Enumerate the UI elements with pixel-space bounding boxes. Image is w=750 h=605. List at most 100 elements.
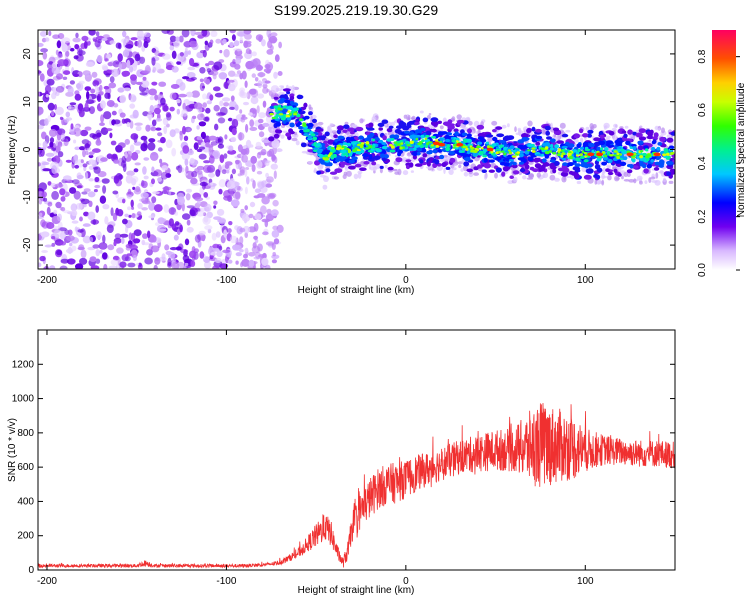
spectrogram-ridge-blob [596,157,602,162]
spectrogram-halo-blob [536,172,541,178]
spectrogram-noise-blob [116,209,124,217]
spectrogram-noise-blob [69,102,77,106]
spectrogram-noise-blob [79,257,88,265]
spectrogram-noise-blob [91,71,98,78]
spectrogram-noise-blob [111,110,117,116]
spectrogram-noise-blob [60,258,69,264]
spectrogram-noise-blob [194,102,203,110]
spectrogram-noise-blob [234,50,238,56]
spectrogram-noise-blob [230,136,237,143]
spectrogram-noise-blob [69,242,73,247]
spectrogram-halo-blob [650,176,656,180]
spectrogram-noise-blob [133,238,141,244]
spectrogram-halo-blob [379,168,383,174]
spectrogram-noise-blob [267,40,273,49]
spectrogram-ridge-blob [653,167,660,171]
spectrogram-halo-blob [369,166,376,171]
spectrogram-noise-blob [96,95,101,101]
spectrogram-noise-blob [206,100,212,105]
spectrogram-ridge-blob [535,141,541,146]
spectrogram-ridge-blob [399,146,403,150]
spectrogram-noise-blob [186,91,193,98]
spectrogram-halo-blob [624,160,631,165]
spectrogram-ridge-blob [281,108,288,113]
spectrogram-noise-blob [56,73,63,80]
spectrogram-noise-blob [190,177,198,185]
spectrogram-halo-blob [317,164,324,171]
spectrogram-noise-blob [253,222,259,232]
spectrogram-noise-blob [117,87,125,93]
spectrogram-noise-blob [133,168,139,173]
spectrogram-ridge-blob [500,150,505,153]
spectrogram-halo-blob [657,127,661,131]
spectrogram-ridge-blob [503,152,507,156]
spectrogram-ridge-blob [632,165,639,169]
spectrogram-ridge-blob [517,157,524,161]
spectrogram-halo-blob [402,170,409,176]
spectrogram-noise-blob [102,185,107,194]
spectrogram-ridge-blob [293,111,298,114]
spectrogram-ridge-blob [356,149,361,152]
spectrogram-ridge-blob [371,161,377,166]
spectrogram-noise-blob [110,140,117,146]
spectrogram-ridge-blob [666,171,671,176]
spectrogram-noise-blob [63,210,71,214]
spectrogram-noise-blob [110,259,118,266]
spectrogram-noise-blob [125,44,134,49]
spectrogram-ridge-blob [621,130,627,134]
spectrogram-noise-blob [142,166,147,175]
spectrogram-ridge-blob [518,161,525,165]
spectrogram-noise-blob [260,205,267,215]
spectrogram-noise-blob [244,248,249,253]
spectrogram-noise-blob [250,155,257,164]
spectrogram-noise-blob [169,106,175,112]
spectrogram-noise-blob [127,206,132,211]
colorbar: 0.0 0.2 0.4 0.6 0.8 Normalized spectral ampl… [697,30,747,277]
spectrogram-noise-blob [124,151,128,159]
spectrogram-noise-blob [224,134,228,140]
spectrogram-noise-blob [176,99,181,104]
spectrogram-ridge-blob [568,151,572,154]
spectrogram-noise-blob [149,151,159,161]
spectrogram-noise-blob [55,201,62,209]
spectrogram-peak-blob [626,152,634,157]
spectrogram-ridge-blob [606,140,613,145]
spectrogram-noise-blob [166,113,172,121]
spectrogram-noise-blob [49,141,54,148]
spectrogram-halo-blob [410,117,415,120]
spectrogram-noise-blob [94,85,99,93]
spectrogram-noise-blob [181,152,190,161]
spectrogram-ridge-blob [561,152,566,156]
spectrogram-ridge-blob [412,154,417,160]
snr-xtick-label: -100 [216,576,236,587]
spectrogram-ridge-blob [511,164,518,169]
spectrogram-noise-blob [205,107,211,114]
spectrogram-noise-blob [171,261,180,269]
spectrogram-noise-blob [84,86,92,91]
spectrogram-noise-blob [244,205,248,211]
spectrogram-noise-blob [263,68,272,73]
spectrogram-ridge-blob [476,124,485,130]
spectrogram-noise-blob [71,210,78,217]
spectrogram-noise-blob [129,120,134,129]
spectrogram-noise-blob [141,180,148,189]
spectrogram-noise-blob [148,215,155,219]
spectrogram-ridge-blob [616,152,620,155]
spectrogram-noise-blob [199,251,205,259]
spectrogram-ridge-blob [583,159,589,163]
spectrogram-ridge-blob [544,151,550,155]
spectrogram-noise-blob [95,249,100,257]
spectrogram-noise-blob [171,66,179,73]
spectrogram-noise-blob [99,122,105,126]
spectrogram-halo-blob [501,124,507,129]
spectrogram-noise-blob [174,211,178,216]
spectrogram-noise-blob [217,143,224,149]
spectrogram-halo-blob [428,113,432,116]
spectrogram-noise-blob [277,71,283,76]
snr-series-line [38,403,675,569]
spectrogram-ridge-blob [439,137,444,142]
spectrogram-noise-blob [189,250,197,259]
spectrogram-ridge-blob [446,144,451,148]
spectrogram-ridge-blob [444,138,451,143]
